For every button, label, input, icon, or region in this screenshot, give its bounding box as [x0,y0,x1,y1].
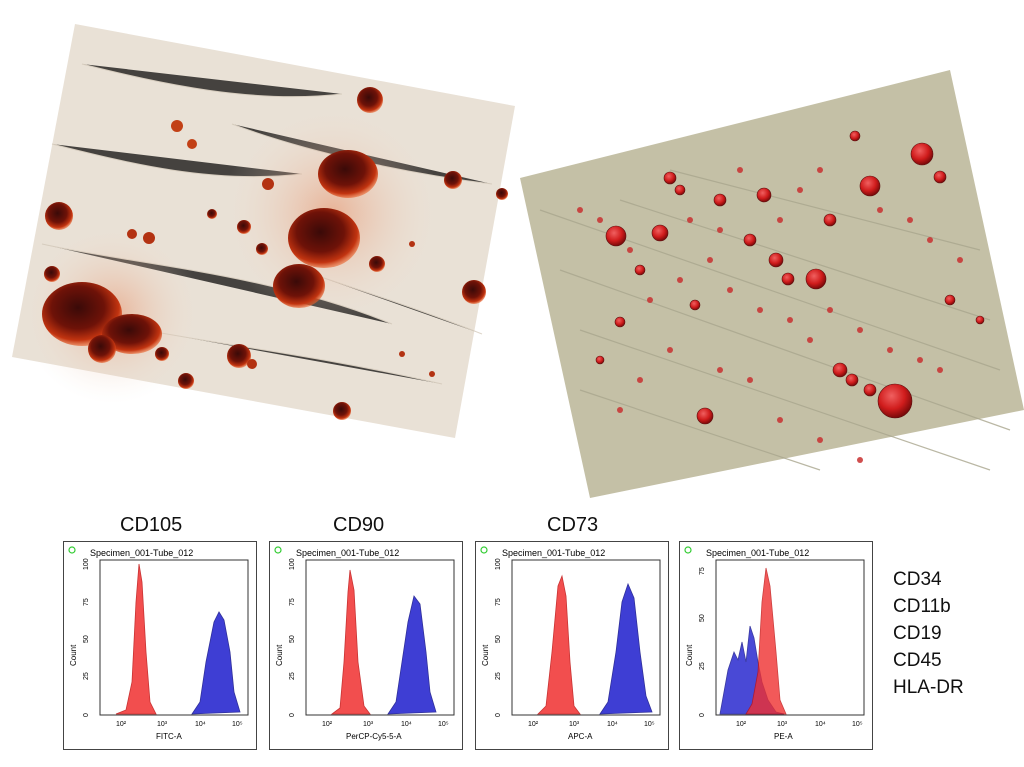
y-tick: 25 [289,672,296,680]
x-tick: 10⁵ [438,721,449,728]
marker-label: CD19 [893,623,942,644]
x-tick: 10³ [157,721,168,728]
y-tick: 50 [83,635,90,643]
y-tick: 25 [495,672,502,680]
status-dot-icon [480,546,488,554]
x-tick: 10⁵ [852,721,863,728]
x-tick: 10⁴ [195,721,206,728]
x-axis-label: FITC-A [156,732,182,741]
status-dot-icon [684,546,692,554]
x-tick: 10⁴ [607,721,618,728]
y-tick: 25 [699,662,706,670]
y-tick: 100 [83,558,90,570]
panel-title-cd73: CD73 [547,514,599,536]
x-tick: 10⁴ [815,721,826,728]
marker-label: CD45 [893,650,942,671]
x-tick: 10³ [777,721,788,728]
osteogenic-micrograph [12,24,515,438]
x-axis-label: PE-A [774,732,793,741]
flow-histogram-negative-markers: Specimen_001-Tube_012 Count 0 25 50 75 1… [679,541,873,750]
y-tick: 100 [289,558,296,570]
y-tick: 75 [699,567,706,575]
y-tick: 75 [289,598,296,606]
x-tick: 10² [322,721,333,728]
x-tick: 10⁴ [401,721,412,728]
x-tick: 10² [116,721,127,728]
y-tick: 75 [83,598,90,606]
y-tick: 0 [495,713,502,717]
x-axis-label: APC-A [568,732,593,741]
y-tick: 50 [495,635,502,643]
panel-title-cd90: CD90 [333,514,385,536]
marker-label: CD34 [893,569,942,590]
y-tick: 0 [289,713,296,717]
y-tick: 50 [699,614,706,622]
specimen-label: Specimen_001-Tube_012 [706,548,809,558]
x-tick: 10⁵ [644,721,655,728]
y-tick: 25 [83,672,90,680]
x-tick: 10² [736,721,747,728]
y-axis-label: Count [69,644,78,666]
specimen-label: Specimen_001-Tube_012 [502,548,605,558]
x-tick: 10³ [569,721,580,728]
x-tick: 10⁵ [232,721,243,728]
x-axis-label: PerCP-Cy5-5-A [346,732,402,741]
y-tick: 0 [83,713,90,717]
flow-histogram-cd73: Specimen_001-Tube_012 Count 0 25 50 75 1… [475,541,669,750]
flow-histogram-cd105: Specimen_001-Tube_012 Count 0 25 50 75 1… [63,541,257,750]
adipogenic-micrograph [520,70,1024,498]
y-tick: 100 [495,558,502,570]
marker-label: CD11b [893,596,951,617]
panel-title-cd105: CD105 [120,514,183,536]
negative-marker-list: CD34 CD11b CD19 CD45 HLA-DR [893,566,964,701]
y-tick: 50 [289,635,296,643]
y-axis-label: Count [685,644,694,666]
specimen-label: Specimen_001-Tube_012 [90,548,193,558]
x-tick: 10³ [363,721,374,728]
specimen-label: Specimen_001-Tube_012 [296,548,399,558]
y-axis-label: Count [275,644,284,666]
status-dot-icon [68,546,76,554]
status-dot-icon [274,546,282,554]
y-tick: 75 [495,598,502,606]
marker-label: HLA-DR [893,677,964,698]
y-tick: 0 [699,713,706,717]
y-axis-label: Count [481,644,490,666]
x-tick: 10² [528,721,539,728]
flow-histogram-cd90: Specimen_001-Tube_012 Count 0 25 50 75 1… [269,541,463,750]
